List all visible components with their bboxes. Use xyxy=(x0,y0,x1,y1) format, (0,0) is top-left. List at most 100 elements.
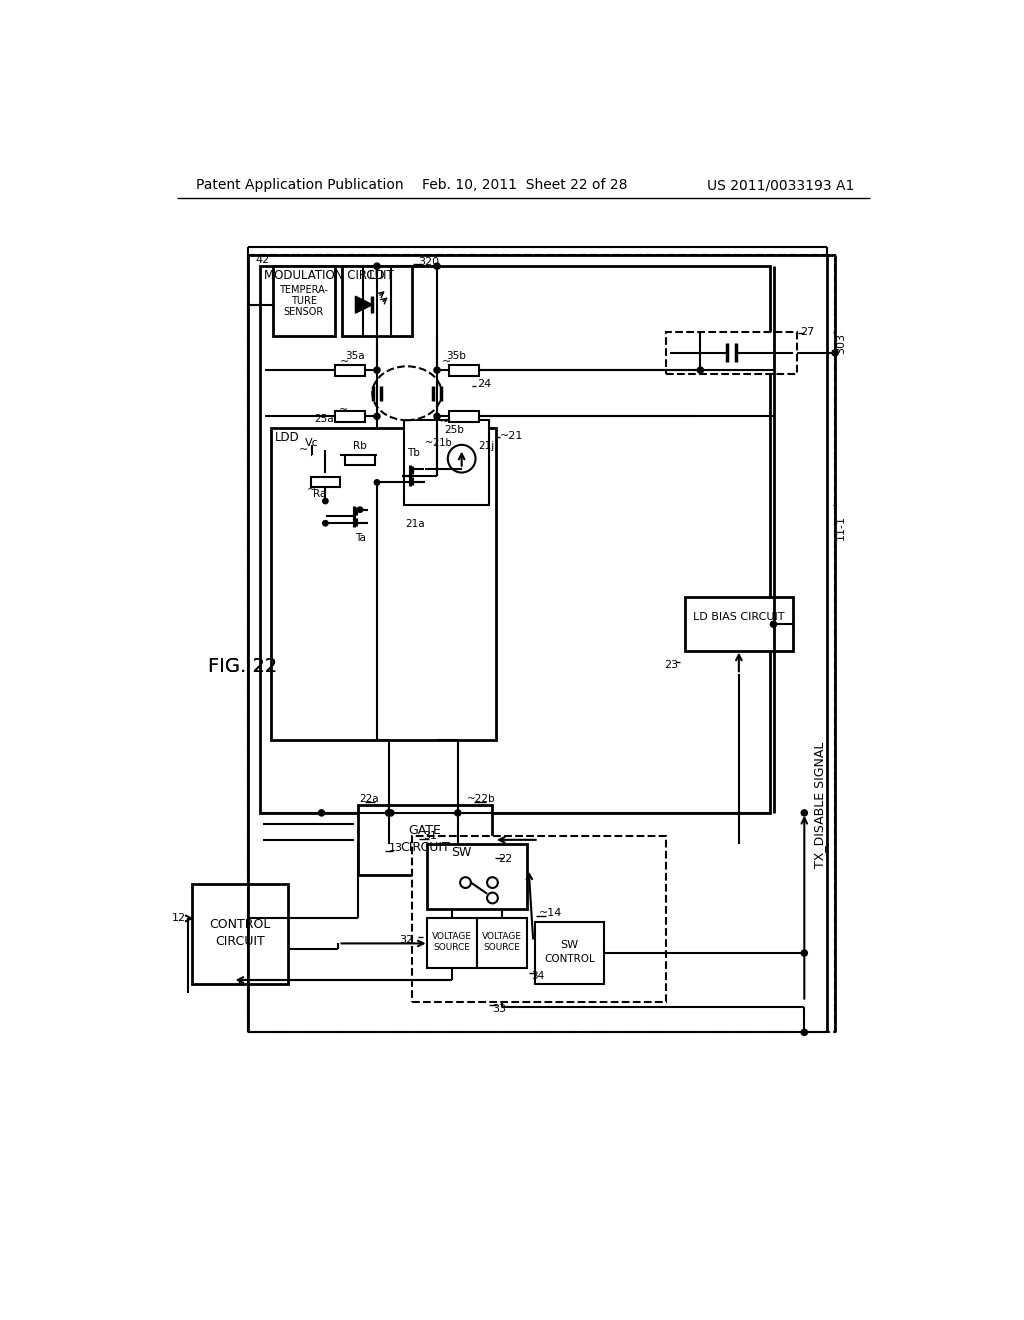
Text: FIG. 22: FIG. 22 xyxy=(208,657,276,676)
Text: 12: 12 xyxy=(172,913,186,924)
Bar xyxy=(273,267,335,335)
Circle shape xyxy=(374,367,380,374)
Text: ~: ~ xyxy=(340,356,349,367)
Circle shape xyxy=(357,507,362,512)
Bar xyxy=(450,364,478,376)
Bar xyxy=(412,836,666,1002)
Text: SOURCE: SOURCE xyxy=(433,942,470,952)
Text: ~: ~ xyxy=(339,405,348,416)
Text: 35b: 35b xyxy=(446,351,466,362)
Text: 33: 33 xyxy=(493,1005,507,1014)
Text: ~: ~ xyxy=(299,445,308,454)
Text: 34: 34 xyxy=(531,972,544,981)
Circle shape xyxy=(487,892,498,903)
Bar xyxy=(336,411,365,422)
Text: ~21: ~21 xyxy=(500,430,523,441)
Circle shape xyxy=(447,445,475,473)
Circle shape xyxy=(801,950,807,956)
Circle shape xyxy=(374,413,380,420)
Ellipse shape xyxy=(373,366,441,420)
Circle shape xyxy=(323,520,328,525)
Text: ~21b: ~21b xyxy=(425,438,453,449)
Text: LD: LD xyxy=(369,269,385,282)
Circle shape xyxy=(770,622,776,627)
Text: 13: 13 xyxy=(388,842,402,853)
Circle shape xyxy=(697,367,703,374)
Text: 25a: 25a xyxy=(314,413,334,424)
Circle shape xyxy=(374,479,380,486)
Text: SENSOR: SENSOR xyxy=(284,306,324,317)
Circle shape xyxy=(434,263,440,269)
Text: GATE: GATE xyxy=(409,824,441,837)
Text: 31: 31 xyxy=(423,832,437,841)
Text: TEMPERA-: TEMPERA- xyxy=(280,285,329,296)
Bar xyxy=(685,597,793,651)
Circle shape xyxy=(374,263,380,269)
Circle shape xyxy=(323,499,328,504)
Text: 23: 23 xyxy=(664,660,678,671)
Bar xyxy=(535,923,604,983)
Circle shape xyxy=(801,810,807,816)
Text: LD BIAS CIRCUIT: LD BIAS CIRCUIT xyxy=(693,612,784,622)
Text: 24: 24 xyxy=(477,379,492,389)
Bar xyxy=(193,884,289,983)
Text: Patent Application Publication: Patent Application Publication xyxy=(196,178,403,193)
Text: CONTROL: CONTROL xyxy=(544,954,595,964)
Bar xyxy=(357,805,493,875)
Text: TX_DISABLE SIGNAL: TX_DISABLE SIGNAL xyxy=(813,742,826,869)
Text: CIRCUIT: CIRCUIT xyxy=(215,935,265,948)
Circle shape xyxy=(388,810,394,816)
Circle shape xyxy=(487,878,498,888)
Text: SOURCE: SOURCE xyxy=(483,942,520,952)
Bar xyxy=(270,428,497,739)
Text: VOLTAGE: VOLTAGE xyxy=(432,932,472,941)
Text: VOLTAGE: VOLTAGE xyxy=(482,932,522,941)
Bar xyxy=(336,364,365,376)
Text: ~: ~ xyxy=(441,356,451,367)
Text: ~14: ~14 xyxy=(539,908,562,917)
Text: Tb: Tb xyxy=(408,447,421,458)
Text: Rb: Rb xyxy=(353,441,367,451)
Circle shape xyxy=(460,878,471,888)
Bar xyxy=(342,267,412,335)
Bar xyxy=(450,411,478,422)
Text: Vc: Vc xyxy=(304,438,318,449)
Text: SW: SW xyxy=(560,940,579,950)
Text: ~22b: ~22b xyxy=(467,795,496,804)
Text: Feb. 10, 2011  Sheet 22 of 28: Feb. 10, 2011 Sheet 22 of 28 xyxy=(422,178,628,193)
Bar xyxy=(248,255,836,1032)
Text: 21a: 21a xyxy=(406,519,425,529)
Text: Ra: Ra xyxy=(312,490,326,499)
Circle shape xyxy=(385,810,391,816)
Text: 42: 42 xyxy=(256,255,270,265)
Text: ~: ~ xyxy=(307,484,316,495)
Bar xyxy=(427,843,527,909)
Text: US 2011/0033193 A1: US 2011/0033193 A1 xyxy=(707,178,854,193)
Circle shape xyxy=(801,1030,807,1035)
Text: 11-1: 11-1 xyxy=(836,516,846,540)
Text: ~: ~ xyxy=(440,417,450,426)
Bar xyxy=(477,919,527,969)
Text: CIRCUIT: CIRCUIT xyxy=(400,841,450,854)
Polygon shape xyxy=(355,296,373,313)
Circle shape xyxy=(434,413,440,420)
Text: 303: 303 xyxy=(836,333,846,354)
Text: Ta: Ta xyxy=(354,533,366,543)
Bar xyxy=(427,919,477,969)
Text: TURE: TURE xyxy=(291,296,316,306)
Bar xyxy=(403,420,488,506)
Text: 21j: 21j xyxy=(478,441,495,451)
Text: 22a: 22a xyxy=(359,795,379,804)
Text: CONTROL: CONTROL xyxy=(210,917,271,931)
Text: SW: SW xyxy=(452,846,472,859)
Text: 22: 22 xyxy=(499,854,513,865)
Text: 25b: 25b xyxy=(444,425,464,436)
Text: 32: 32 xyxy=(399,935,413,945)
Bar xyxy=(310,477,340,487)
Bar xyxy=(345,455,375,465)
Circle shape xyxy=(318,810,325,816)
Text: MODULATION CIRCUIT: MODULATION CIRCUIT xyxy=(264,269,393,282)
Text: 35a: 35a xyxy=(345,351,366,362)
Text: 320: 320 xyxy=(418,256,439,267)
Text: FIG. 22: FIG. 22 xyxy=(208,657,276,676)
